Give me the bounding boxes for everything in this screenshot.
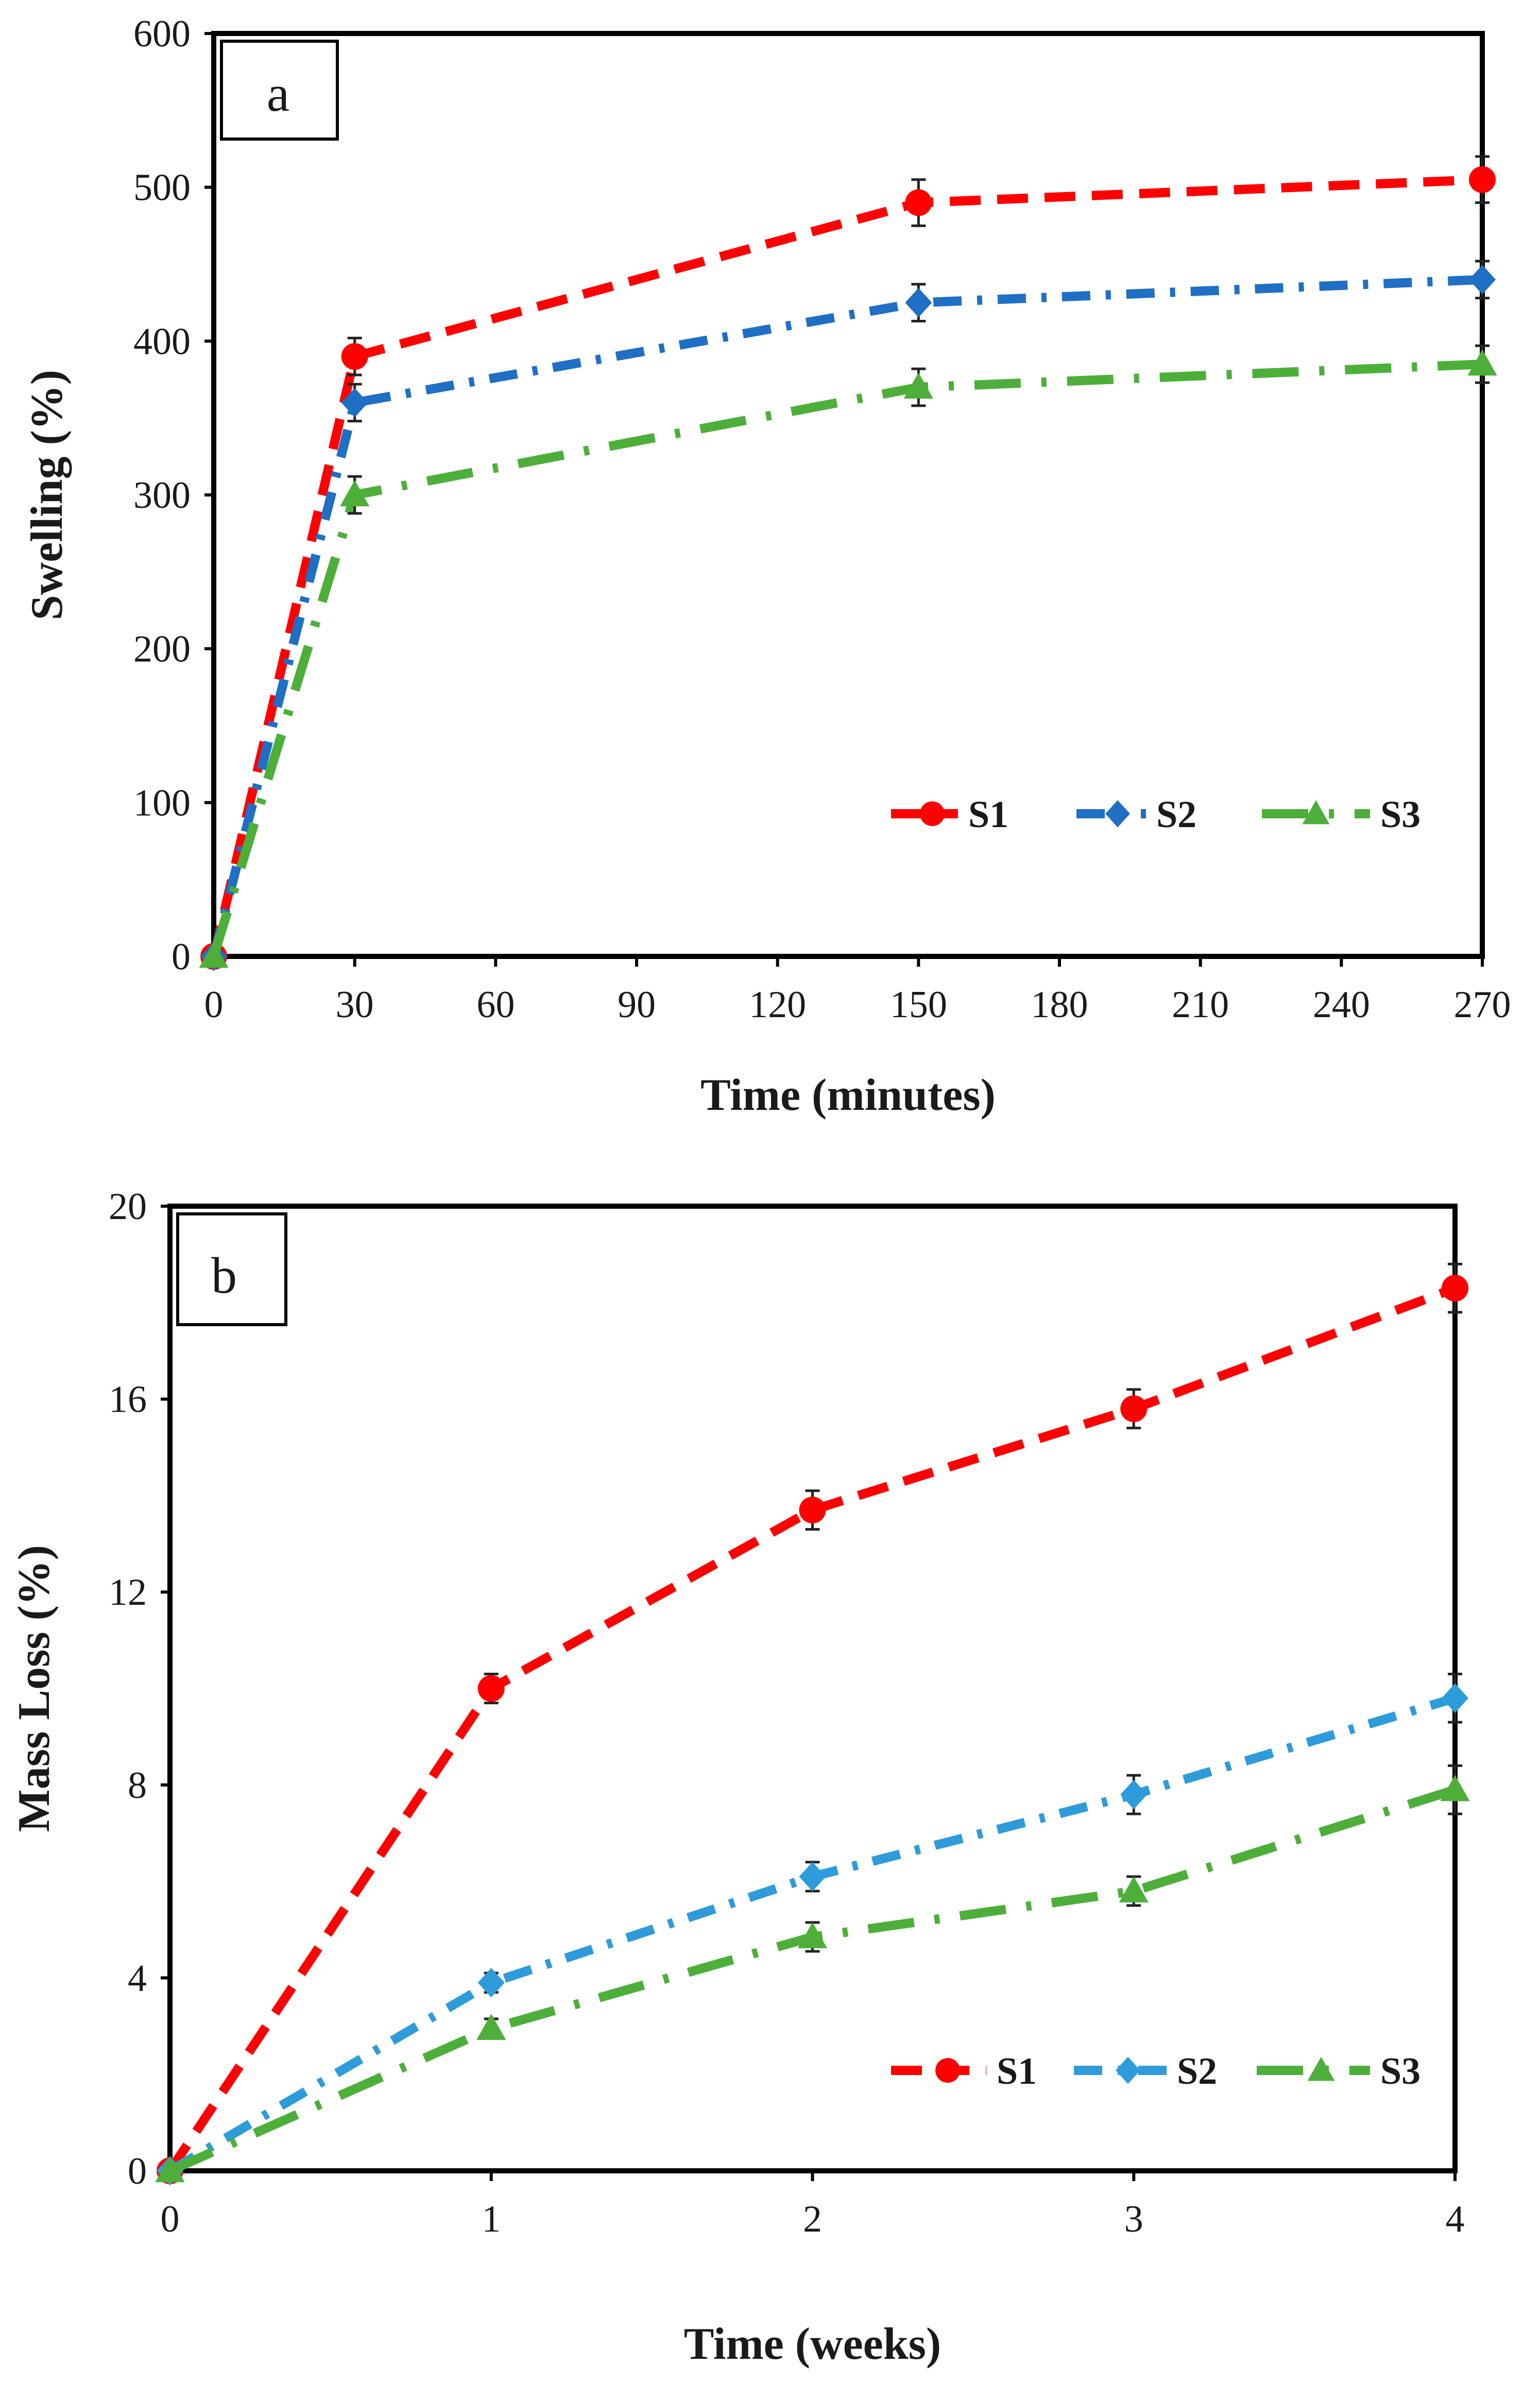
series-S3 <box>199 344 1497 968</box>
y-axis-title: Swelling (%) <box>22 370 72 620</box>
data-point-S1 <box>1469 166 1496 193</box>
data-point-S3 <box>199 941 229 968</box>
x-tick-label: 3 <box>1124 2198 1143 2240</box>
y-axis-title: Mass Loss (%) <box>9 1545 59 1832</box>
x-tick-label: 30 <box>336 984 374 1026</box>
x-tick-label: 2 <box>803 2198 822 2240</box>
x-tick-label: 1 <box>482 2198 501 2240</box>
series-line-S1 <box>166 1283 1457 2173</box>
series-S3 <box>155 1764 1470 2183</box>
data-point-S3 <box>797 1922 828 1948</box>
series-line-S2 <box>209 275 1483 958</box>
series-line-S1 <box>209 175 1483 958</box>
data-point-S2 <box>1120 1779 1148 1810</box>
legend-marker-S3 <box>1302 800 1330 825</box>
y-tick-label: 16 <box>109 1379 147 1421</box>
x-tick-label: 90 <box>618 984 656 1026</box>
x-tick-label: 60 <box>476 984 515 1026</box>
y-tick-label: 500 <box>133 167 191 209</box>
legend-marker-S2 <box>1116 2056 1140 2084</box>
data-point-S3 <box>340 480 370 507</box>
x-tick-label: 180 <box>1031 984 1088 1026</box>
data-point-S1 <box>1120 1395 1148 1422</box>
x-tick-label: 4 <box>1446 2198 1465 2240</box>
y-tick-label: 20 <box>109 1186 147 1228</box>
legend-marker-S1 <box>935 2058 960 2083</box>
series-line-S3 <box>168 1785 1457 2175</box>
x-tick-label: 120 <box>749 984 806 1026</box>
y-tick-label: 4 <box>128 1957 147 1999</box>
y-tick-label: 8 <box>128 1764 147 1807</box>
plot-frame <box>167 1204 1458 2173</box>
x-axis-title: Time (minutes) <box>700 1070 996 1120</box>
data-point-S2 <box>1469 265 1496 295</box>
y-tick-label: 100 <box>133 782 191 824</box>
data-point-S3 <box>155 2156 185 2183</box>
legend-marker-S2 <box>1105 800 1130 828</box>
data-point-S2 <box>799 1862 826 1892</box>
y-tick-label: 400 <box>133 320 191 363</box>
legend-label-S2: S2 <box>1177 2050 1217 2093</box>
y-tick-label: 12 <box>109 1571 147 1614</box>
series-S1 <box>157 1262 1468 2184</box>
data-point-S3 <box>903 372 933 399</box>
data-point-S3 <box>1467 349 1497 376</box>
series-line-S3 <box>209 359 1483 958</box>
data-point-S2 <box>477 1968 505 1998</box>
legend-label-S3: S3 <box>1380 794 1421 836</box>
panel-label-box <box>220 40 339 141</box>
x-tick-label: 0 <box>161 2198 180 2240</box>
data-point-S3 <box>1119 1876 1149 1902</box>
legend: S1 S2 S3 <box>891 2050 1421 2093</box>
data-point-S1 <box>1442 1275 1468 1302</box>
x-tick-label: 240 <box>1313 984 1370 1026</box>
legend-label-S2: S2 <box>1156 794 1196 836</box>
panel-label-box <box>176 1212 287 1326</box>
y-tick-label: 300 <box>133 474 191 517</box>
data-point-S2 <box>341 388 368 418</box>
data-point-S1 <box>477 1675 505 1702</box>
data-point-S2 <box>905 288 932 318</box>
x-tick-label: 270 <box>1454 984 1511 1026</box>
chart-panel-a: 0 100 200 300 400 500 600 0 30 60 90 120 150 180 210 24… <box>22 13 1511 1120</box>
legend-label-S3: S3 <box>1380 2050 1421 2093</box>
x-tick-label: 210 <box>1172 984 1229 1026</box>
y-tick-label: 200 <box>133 628 191 671</box>
legend-label-S1: S1 <box>968 794 1008 836</box>
x-tick-label: 150 <box>890 984 947 1026</box>
legend: S1 S2 S3 <box>891 794 1421 836</box>
panel-label: b <box>211 1247 237 1304</box>
x-tick-label: 0 <box>204 984 224 1026</box>
data-point-S1 <box>905 189 932 216</box>
x-axis-title: Time (weeks) <box>684 2319 941 2369</box>
panel-label: a <box>267 65 289 122</box>
legend-marker-S1 <box>920 801 945 826</box>
legend-label-S1: S1 <box>997 2050 1037 2093</box>
series-S2 <box>200 260 1496 971</box>
data-point-S2 <box>1442 1683 1468 1713</box>
data-point-S1 <box>341 343 368 370</box>
y-tick-label: 0 <box>172 936 191 978</box>
legend-marker-S3 <box>1307 2056 1335 2081</box>
data-point-S3 <box>476 2014 506 2040</box>
data-point-S1 <box>799 1496 826 1523</box>
y-tick-label: 600 <box>133 13 191 55</box>
data-point-S3 <box>1440 1775 1470 1802</box>
series-S1 <box>200 155 1496 970</box>
y-tick-label: 0 <box>128 2150 147 2192</box>
